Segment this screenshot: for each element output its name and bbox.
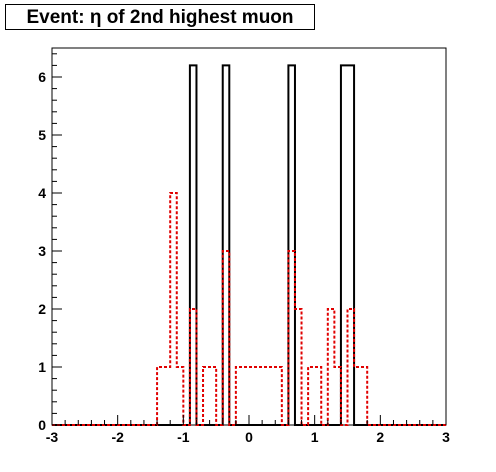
series-black-solid-line [52,64,446,426]
x-tick-label: -2 [111,429,124,445]
y-tick-label: 0 [38,417,46,433]
y-tick-label: 4 [38,185,46,201]
y-tick-label: 2 [38,301,46,317]
x-tick-label: -1 [177,429,190,445]
plot-frame [51,47,447,426]
y-tick-label: 5 [38,127,46,143]
x-tick-label: 1 [311,429,319,445]
y-tick-label: 1 [38,359,46,375]
x-tick-label: 3 [442,429,450,445]
y-tick-label: 3 [38,243,46,259]
chart-title-box: Event: η of 2nd highest muon [5,4,315,30]
series-red-dashed-line [52,192,446,426]
chart-title: Event: η of 2nd highest muon [26,7,294,28]
x-tick-label: 0 [245,429,253,445]
x-tick-label: 2 [376,429,384,445]
y-tick-label: 6 [38,69,46,85]
x-tick-label: -3 [46,429,59,445]
